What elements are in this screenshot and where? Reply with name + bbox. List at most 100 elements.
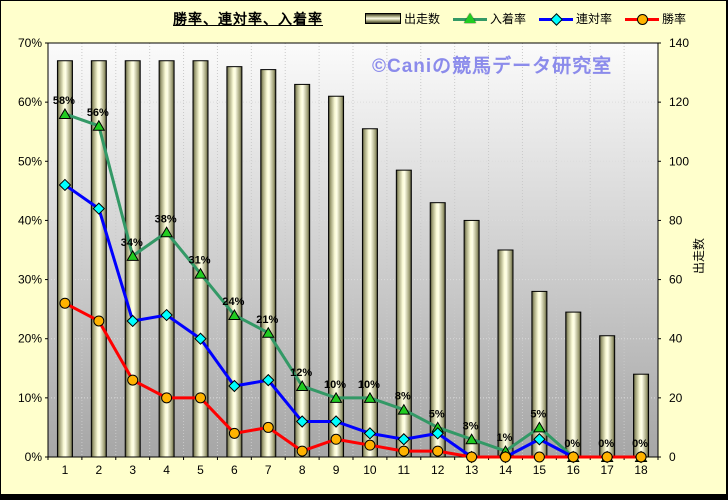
triangle-marker (261, 326, 275, 338)
y-axis-right-label: 0 (669, 450, 676, 464)
bar-starts (328, 95, 345, 458)
x-axis-label: 1 (62, 463, 69, 477)
triangle-marker (160, 226, 173, 238)
circle-marker (466, 451, 478, 463)
data-label: 5% (429, 408, 445, 420)
diamond-marker-icon (539, 12, 574, 26)
chart-title: 勝率、連対率、入着率 (173, 11, 323, 27)
circle-marker (398, 445, 410, 457)
x-axis-label: 4 (163, 463, 170, 477)
circle-marker (127, 374, 139, 386)
legend-label-starts: 出走数 (404, 12, 441, 26)
y-axis-right-label: 120 (669, 95, 689, 109)
triangle-marker (533, 421, 546, 433)
diamond-marker (295, 415, 309, 428)
circle-marker (228, 427, 240, 439)
legend-item-placing-rate: 入着率 (453, 10, 526, 27)
circle-marker (93, 315, 105, 327)
legend-item-win-rate: 勝率 (625, 10, 686, 27)
y-axis-left-label: 70% (18, 36, 42, 50)
y-axis-right-label: 140 (669, 36, 689, 50)
data-label: 0% (564, 438, 580, 450)
y-axis-right-label: 80 (669, 213, 683, 227)
x-axis-label: 9 (333, 463, 340, 477)
bar-starts (294, 83, 311, 458)
y-axis-left-label: 50% (18, 154, 42, 168)
circle-marker (432, 445, 444, 457)
right-axis-title: 出走数 (691, 238, 706, 274)
bar-starts (565, 311, 582, 458)
circle-marker (364, 439, 376, 451)
x-axis-label: 5 (197, 463, 204, 477)
y-axis-right-label: 40 (669, 332, 683, 346)
y-axis-left-label: 30% (18, 273, 42, 287)
diamond-marker (160, 308, 173, 322)
y-axis-right-label: 20 (669, 391, 683, 405)
y-axis-left-label: 10% (18, 391, 42, 405)
diamond-marker (262, 373, 275, 387)
diamond-marker (363, 427, 377, 440)
data-label: 12% (290, 367, 312, 379)
circle-marker-icon (625, 13, 660, 25)
circle-marker (533, 451, 545, 463)
x-axis-label: 8 (299, 463, 306, 477)
circle-marker (195, 392, 206, 404)
legend-label-quinella-rate: 連対率 (576, 12, 613, 26)
bar-starts (226, 66, 243, 458)
triangle-marker (363, 391, 377, 403)
y-axis-right-label: 100 (669, 154, 689, 168)
data-label: 58% (53, 95, 75, 107)
circle-marker (330, 433, 342, 445)
diamond-marker (431, 427, 444, 440)
data-label: 21% (256, 314, 278, 326)
diamond-marker (228, 379, 241, 393)
diamond-marker (329, 415, 343, 428)
diamond-marker (126, 314, 139, 328)
data-label: 34% (121, 237, 143, 249)
legend-label-placing-rate: 入着率 (490, 12, 527, 26)
bar-swatch-icon (365, 13, 401, 24)
y-axis-left-label: 40% (18, 213, 42, 227)
data-label: 56% (87, 107, 109, 119)
x-axis-label: 7 (265, 463, 272, 477)
watermark: ©Caniの競馬データ研究室 (372, 56, 613, 77)
data-label: 24% (222, 296, 244, 308)
data-label: 10% (324, 379, 346, 391)
legend-label-win-rate: 勝率 (662, 12, 687, 26)
y-axis-left-label: 20% (18, 332, 42, 346)
x-axis-label: 6 (231, 463, 238, 477)
circle-marker (296, 445, 308, 457)
legend: 出走数 入着率 連対率 勝率 (365, 10, 686, 27)
x-axis-label: 18 (634, 463, 648, 477)
data-label: 1% (497, 432, 513, 444)
triangle-marker (58, 107, 72, 119)
line-circle (64, 301, 642, 459)
line-diamond (64, 183, 642, 459)
data-label: 3% (463, 420, 479, 432)
triangle-marker (92, 119, 106, 131)
diamond-marker (92, 202, 106, 215)
triangle-marker (329, 391, 343, 403)
bar-starts (260, 69, 277, 458)
triangle-marker (194, 267, 207, 279)
diamond-marker (194, 332, 207, 345)
circle-marker (635, 451, 647, 463)
diamond-marker (397, 433, 411, 446)
x-axis-label: 15 (533, 463, 547, 477)
bar-starts (56, 60, 73, 458)
data-label: 5% (530, 408, 546, 420)
x-axis-label: 17 (600, 463, 614, 477)
x-axis-label: 2 (95, 463, 102, 477)
circle-marker (59, 297, 71, 309)
triangle-marker (465, 433, 478, 445)
x-axis-label: 13 (465, 463, 479, 477)
diamond-marker (58, 178, 72, 192)
y-axis-left-label: 60% (18, 95, 42, 109)
circle-marker (601, 451, 613, 463)
x-axis-label: 11 (398, 463, 411, 477)
legend-item-starts: 出走数 (365, 10, 440, 27)
data-label: 0% (632, 438, 648, 450)
diamond-marker (533, 433, 546, 446)
y-axis-left-label: 0% (25, 450, 43, 464)
